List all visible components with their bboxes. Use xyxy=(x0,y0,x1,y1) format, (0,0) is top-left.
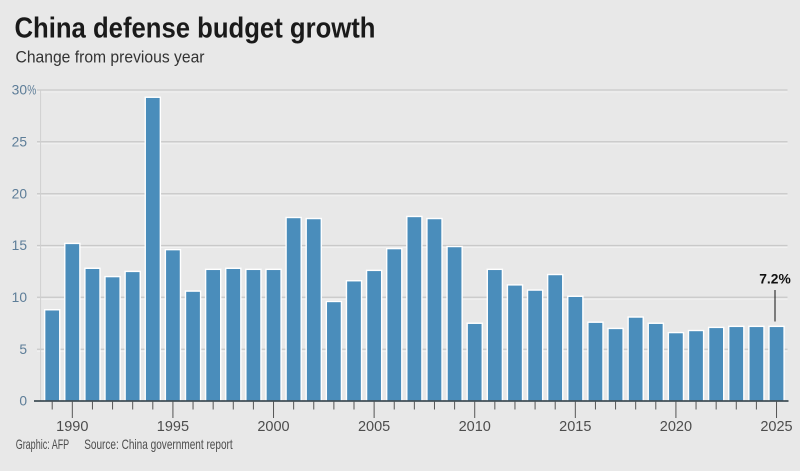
svg-text:5: 5 xyxy=(19,342,27,357)
svg-text:Source: China government repor: Source: China government report xyxy=(84,436,233,452)
svg-text:25: 25 xyxy=(12,135,28,150)
svg-text:2015: 2015 xyxy=(559,419,591,435)
svg-text:30: 30 xyxy=(12,83,28,98)
svg-text:Graphic: AFP: Graphic: AFP xyxy=(16,436,69,452)
svg-text:10: 10 xyxy=(12,290,28,305)
svg-text:2000: 2000 xyxy=(257,419,289,435)
svg-text:2005: 2005 xyxy=(358,419,390,435)
svg-text:0: 0 xyxy=(19,394,27,409)
svg-text:%: % xyxy=(27,83,36,98)
svg-text:7.2%: 7.2% xyxy=(759,271,791,287)
svg-text:1990: 1990 xyxy=(56,419,88,435)
svg-text:20: 20 xyxy=(12,186,28,201)
svg-text:1995: 1995 xyxy=(157,419,189,435)
svg-text:15: 15 xyxy=(12,238,28,253)
svg-text:2025: 2025 xyxy=(760,419,792,435)
svg-text:2010: 2010 xyxy=(459,419,491,435)
svg-text:China defense budget growth: China defense budget growth xyxy=(15,12,376,44)
svg-text:Change from previous year: Change from previous year xyxy=(16,48,205,66)
svg-text:2020: 2020 xyxy=(660,419,692,435)
